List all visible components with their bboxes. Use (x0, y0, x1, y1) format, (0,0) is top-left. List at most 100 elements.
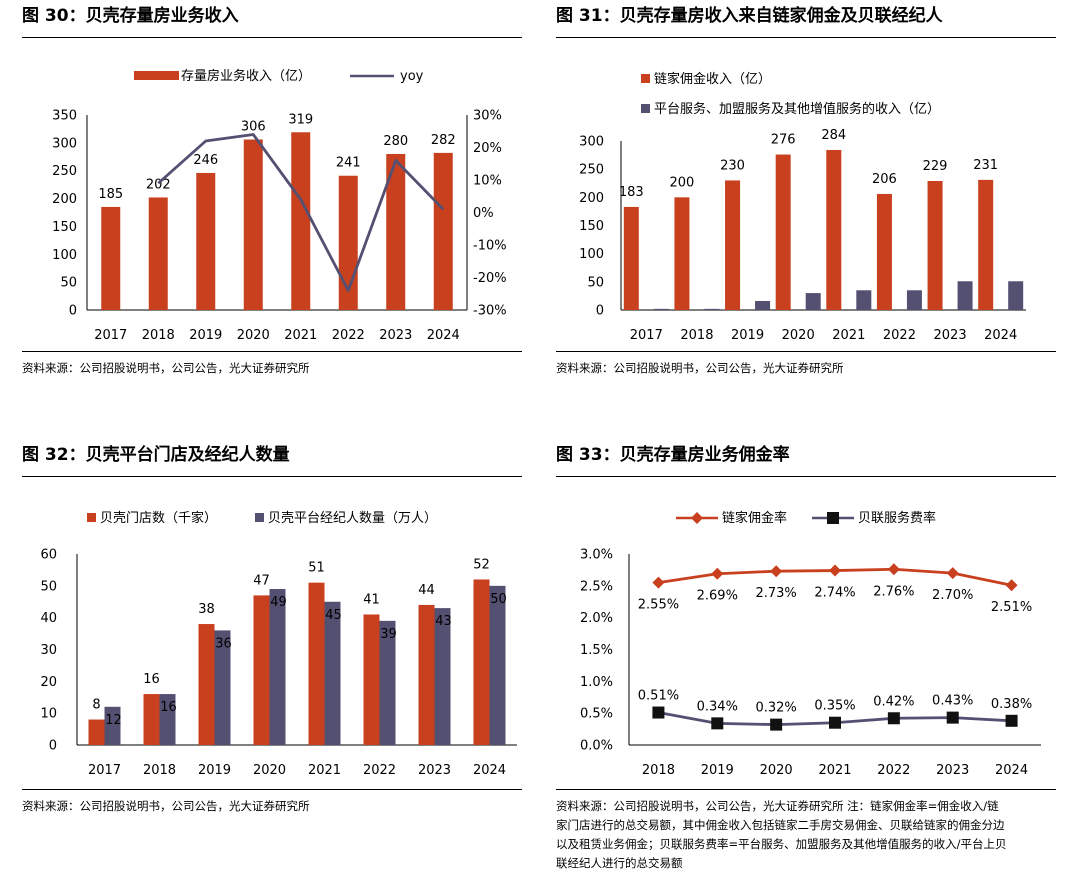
fig31-legend-label-platform: 平台服务、加盟服务及其他增值服务的收入（亿） (654, 101, 940, 117)
figure-31-title: 图 31：贝壳存量房收入来自链家佣金及贝联经纪人 (556, 6, 943, 26)
fig30-left-ytick-2: 100 (52, 248, 77, 263)
figure-31-panel: 图 31：贝壳存量房收入来自链家佣金及贝联经纪人 链家佣金收入（亿） 平台服务、加… (556, 5, 1056, 385)
fig33-legend-marker-lianjia (691, 512, 703, 524)
fig32-bar-label-stores-2021: 51 (308, 561, 325, 576)
fig32-legend-label-stores: 贝壳门店数（千家） (100, 510, 217, 526)
fig31-bar-lianjia-2024 (978, 179, 994, 310)
fig31-xtick-4: 2021 (832, 328, 865, 343)
fig30-right-ytick-4: 10% (473, 174, 502, 189)
fig30-bar-label-2017: 185 (98, 187, 123, 202)
figure-30-title: 图 30：贝壳存量房业务收入 (22, 6, 239, 26)
fig32-bar-agents-2017 (104, 706, 121, 745)
fig33-marker-lianjia-2020 (770, 565, 783, 578)
fig30-bar-label-2021: 319 (288, 112, 313, 127)
fig30-bar-2024 (433, 152, 453, 310)
fig32-bar-label-agents-2018: 16 (160, 700, 177, 715)
fig31-bar-lianjia-2023 (927, 180, 943, 310)
fig31-bar-label-lianjia-2018: 200 (670, 175, 695, 190)
figure-32-panel: 图 32：贝壳平台门店及经纪人数量 贝壳门店数（千家） 贝壳平台经纪人数量（万人）… (22, 444, 522, 824)
fig31-bar-platform-2021 (856, 290, 872, 310)
fig30-left-ytick-3: 150 (52, 220, 77, 235)
fig31-bar-label-lianjia-2017: 183 (619, 185, 644, 200)
fig32-xtick-6: 2023 (418, 763, 451, 778)
fig33-label-beilian-2023: 0.43% (932, 694, 973, 709)
fig31-bar-lianjia-2021 (826, 150, 842, 310)
fig33-label-beilian-2019: 0.34% (697, 699, 738, 714)
fig31-ytick-3: 150 (579, 219, 604, 234)
fig31-ytick-2: 100 (579, 247, 604, 262)
fig33-label-lianjia-2020: 2.73% (755, 586, 796, 601)
fig31-bar-platform-2018 (704, 308, 720, 310)
figure-30-source: 资料来源：公司招股说明书，公司公告，光大证券研究所 (22, 361, 310, 375)
figure-30-panel: 图 30：贝壳存量房业务收入 存量房业务收入（亿） yoy 0 50 100 150 200… (22, 5, 522, 385)
fig32-ytick-5: 50 (40, 579, 57, 594)
fig32-ytick-3: 30 (40, 643, 57, 658)
fig32-bar-label-stores-2017: 8 (92, 698, 100, 713)
fig30-bar-label-2024: 282 (431, 133, 456, 148)
figure-33-source-rule (556, 789, 1056, 790)
fig32-bar-agents-2022 (379, 620, 396, 745)
fig30-xtick-1: 2018 (142, 328, 175, 343)
fig30-right-ytick-3: 0% (473, 206, 494, 221)
fig32-xtick-2: 2019 (198, 763, 231, 778)
fig30-right-ytick-1: -20% (473, 271, 507, 286)
fig31-xtick-6: 2023 (934, 328, 967, 343)
fig30-left-ytick-5: 250 (52, 164, 77, 179)
fig33-xtick-2: 2020 (760, 763, 793, 778)
fig33-marker-lianjia-2021 (829, 564, 841, 577)
fig32-ytick-1: 10 (40, 707, 57, 722)
fig31-bar-label-lianjia-2022: 206 (872, 172, 897, 187)
fig32-legend-swatch-agents (255, 513, 264, 522)
fig32-bar-agents-2019 (214, 630, 231, 745)
fig31-bar-lianjia-2017 (623, 206, 639, 310)
fig31-ytick-5: 250 (579, 163, 604, 178)
fig33-label-lianjia-2024: 2.51% (991, 600, 1032, 615)
figure-30-chart: 存量房业务收入（亿） yoy 0 50 100 150 200 250 300 350 -30% -2… (52, 68, 507, 343)
fig33-label-lianjia-2019: 2.69% (697, 589, 738, 604)
fig32-bar-label-agents-2017: 12 (105, 713, 122, 728)
fig32-ytick-4: 40 (40, 611, 57, 626)
figure-31-chart: 链家佣金收入（亿） 平台服务、加盟服务及其他增值服务的收入（亿） 0 50 100 150… (579, 71, 1026, 343)
fig30-bar-label-2020: 306 (241, 120, 266, 135)
fig33-label-lianjia-2022: 2.76% (873, 584, 914, 599)
fig32-xtick-7: 2024 (473, 763, 506, 778)
fig30-bar-2017 (101, 206, 121, 310)
fig32-bar-agents-2024 (489, 585, 506, 745)
fig33-xtick-4: 2022 (877, 763, 910, 778)
fig33-marker-beilian-2021 (829, 716, 841, 729)
figure-31-source-rule (556, 351, 1056, 352)
fig31-bar-platform-2023 (957, 281, 973, 310)
figure-31-source: 资料来源：公司招股说明书，公司公告，光大证券研究所 (556, 361, 844, 375)
fig30-xtick-3: 2020 (237, 328, 270, 343)
fig30-right-ytick-0: -30% (473, 304, 507, 319)
fig33-ytick-3: 1.5% (580, 643, 613, 658)
fig33-marker-beilian-2023 (946, 711, 959, 724)
figure-33-source-line-4: 联经纪人进行的总交易额 (556, 856, 683, 870)
fig31-bar-label-lianjia-2024: 231 (973, 158, 998, 173)
fig32-bar-label-agents-2019: 36 (215, 636, 232, 651)
figure-32-source-rule (22, 789, 522, 790)
fig32-bar-stores-2023 (418, 604, 435, 745)
fig31-bar-label-lianjia-2020: 276 (771, 133, 796, 148)
fig30-xtick-0: 2017 (94, 328, 127, 343)
fig30-left-ytick-4: 200 (52, 192, 77, 207)
figure-32-chart: 贝壳门店数（千家） 贝壳平台经纪人数量（万人） 0 10 20 30 40 50 60 2017 2… (40, 510, 517, 778)
fig32-bar-stores-2019 (198, 624, 215, 745)
figure-30-source-rule (22, 351, 522, 352)
fig30-xtick-5: 2022 (332, 328, 365, 343)
fig33-ytick-4: 2.0% (580, 611, 613, 626)
fig31-ytick-4: 200 (579, 191, 604, 206)
fig32-bar-label-stores-2018: 16 (143, 672, 160, 687)
fig32-legend-swatch-stores (87, 513, 96, 522)
fig32-bar-label-stores-2022: 41 (363, 592, 380, 607)
fig30-left-ytick-0: 0 (69, 304, 77, 319)
fig31-xtick-7: 2024 (984, 328, 1017, 343)
fig33-label-lianjia-2018: 2.55% (638, 598, 679, 613)
figure-32-source: 资料来源：公司招股说明书，公司公告，光大证券研究所 (22, 799, 310, 813)
fig30-bar-2018 (148, 197, 168, 310)
fig33-ytick-6: 3.0% (580, 548, 613, 563)
fig30-bar-2020 (243, 139, 263, 310)
fig32-bar-stores-2017 (88, 719, 105, 745)
fig30-left-ytick-6: 300 (52, 136, 77, 151)
figure-33-source-line-3: 以及租赁业务佣金；贝联服务费率=平台服务、加盟服务及其他增值服务的收入/平台上贝 (556, 837, 1007, 851)
